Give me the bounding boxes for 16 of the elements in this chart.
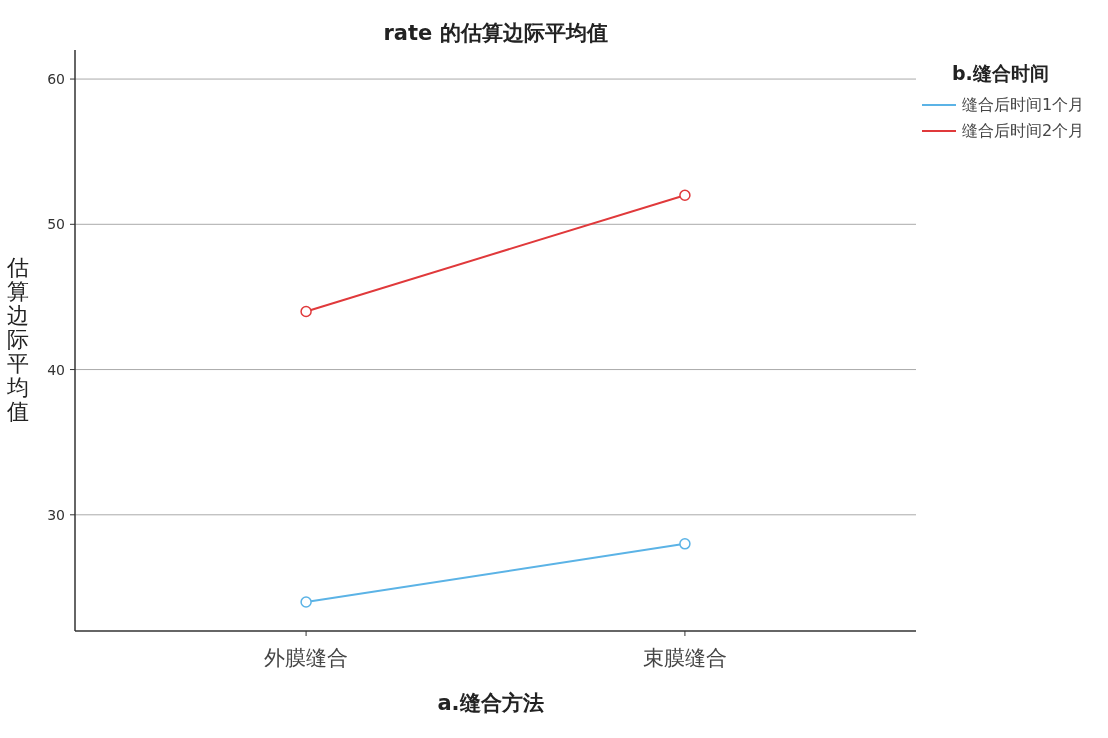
y-axis-title: 估算边际平均值 — [6, 255, 29, 424]
y-tick-label: 50 — [47, 216, 65, 233]
y-tick-label: 60 — [47, 71, 65, 88]
x-axis-title: a.缝合方法 — [437, 691, 544, 715]
y-tick-label: 30 — [47, 506, 65, 523]
legend-label: 缝合后时间1个月 — [962, 95, 1085, 114]
point — [300, 596, 312, 608]
y-tick-label: 40 — [47, 361, 65, 378]
point — [679, 189, 691, 201]
point — [300, 305, 312, 318]
point — [679, 538, 691, 550]
legend-title: b.缝合时间 — [952, 62, 1049, 84]
x-tick-label: 外膜缝合 — [264, 646, 349, 670]
legend-label: 缝合后时间2个月 — [962, 121, 1085, 140]
chart-title: rate 的估算边际平均值 — [383, 21, 608, 45]
x-tick-label: 束膜缝合 — [642, 646, 727, 670]
